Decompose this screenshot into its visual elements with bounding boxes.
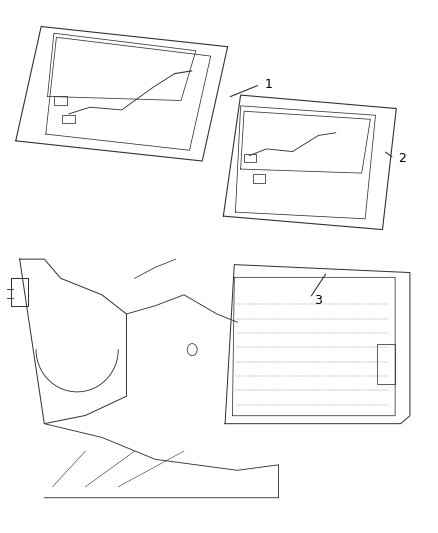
Bar	[62, 115, 75, 123]
Bar	[244, 154, 256, 163]
Text: 1: 1	[265, 78, 272, 91]
Text: 3: 3	[314, 294, 322, 308]
Bar	[377, 344, 395, 384]
Bar	[253, 174, 265, 182]
Text: 2: 2	[399, 152, 406, 165]
Bar	[54, 96, 67, 104]
